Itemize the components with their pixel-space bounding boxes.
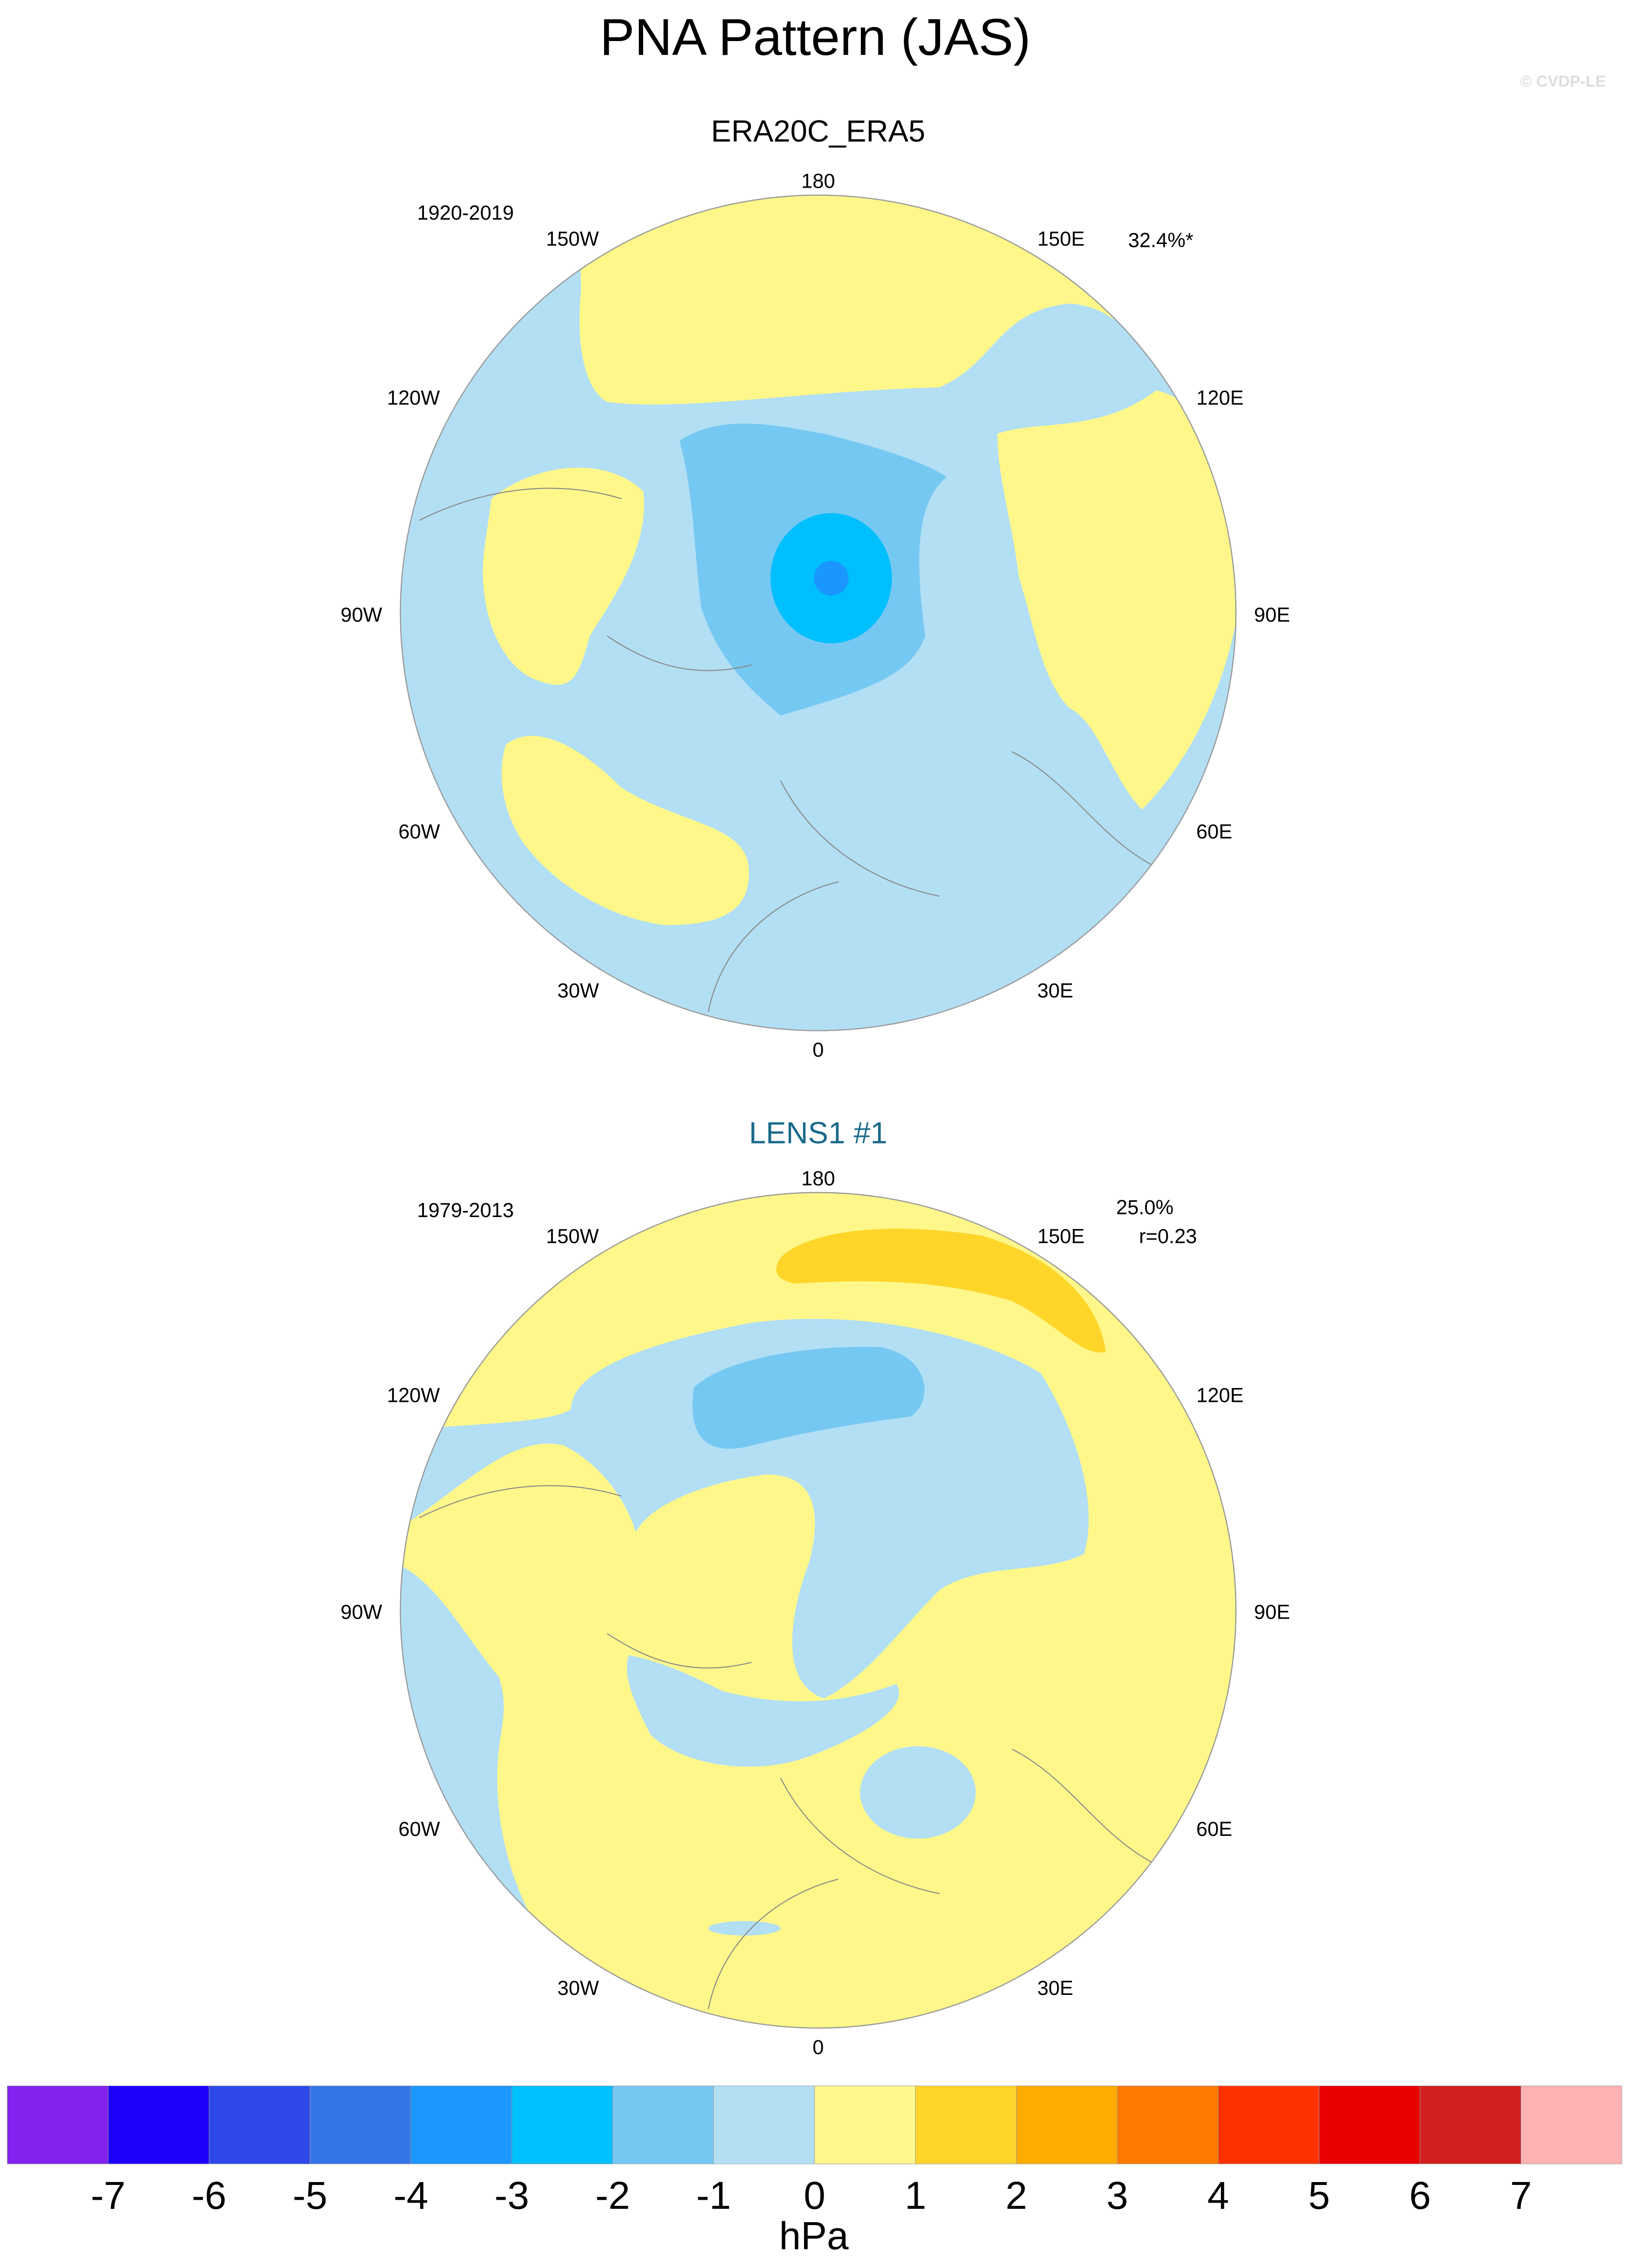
period-label: 1979-2013	[417, 1199, 514, 1221]
colorbar-tick-label: -6	[192, 2174, 227, 2217]
colorbar-tick-label: -2	[595, 2174, 630, 2217]
lon-label: 150E	[1038, 1225, 1085, 1248]
colorbar-swatch	[209, 2086, 310, 2164]
polar-map	[400, 195, 1236, 1031]
colorbar-tick-label: 1	[905, 2174, 926, 2217]
lon-label: 60W	[398, 820, 440, 843]
colorbar-tick-label: 0	[804, 2174, 825, 2217]
lon-label: 150W	[546, 1225, 599, 1248]
lon-label: 120W	[387, 1384, 440, 1407]
map-border	[400, 1192, 1237, 2029]
lon-label: 180	[801, 170, 835, 192]
lon-label: 30W	[557, 1977, 599, 1999]
lon-label: 60W	[398, 1818, 440, 1840]
lon-label: 0	[813, 1039, 824, 1061]
polar-map	[400, 1192, 1236, 2028]
colorbar-swatch	[1218, 2086, 1320, 2164]
period-label: 1920-2019	[417, 201, 514, 224]
colorbar-swatch	[612, 2086, 714, 2164]
colorbar-swatch	[1520, 2086, 1622, 2164]
colorbar-tick-label: 4	[1208, 2174, 1229, 2217]
lon-label: 90E	[1254, 1601, 1290, 1623]
colorbar-swatch	[309, 2086, 412, 2164]
colorbar-swatch	[1319, 2086, 1420, 2164]
lon-label: 90W	[340, 604, 382, 626]
colorbar-swatch	[1420, 2086, 1521, 2164]
colorbar-unit: hPa	[779, 2215, 849, 2258]
colorbar-swatch	[814, 2086, 916, 2164]
colorbar-tick-label: -3	[495, 2174, 530, 2217]
colorbar-tick-label: 6	[1409, 2174, 1431, 2217]
panel-lens1: LENS1 #1 1979-2013 25.0% r=0.23 180 150W…	[340, 1116, 1290, 2058]
colorbar-swatch	[1117, 2086, 1219, 2164]
longitude-labels: 180 150W 150E 120W 120E 90W 90E 60W 60E …	[340, 1167, 1290, 2058]
map-border	[400, 194, 1237, 1031]
colorbar-tick-label: 3	[1106, 2174, 1128, 2217]
lon-label: 60E	[1196, 820, 1232, 843]
figure-title: PNA Pattern (JAS)	[600, 8, 1030, 66]
lon-label: 120E	[1197, 387, 1244, 409]
colorbar-swatch	[713, 2086, 815, 2164]
lon-label: 90E	[1254, 604, 1290, 626]
variance-label: 25.0%	[1116, 1196, 1174, 1219]
colorbar-swatch	[108, 2086, 210, 2164]
colorbar-swatch	[511, 2086, 613, 2164]
lon-label: 30W	[557, 979, 599, 1002]
lon-label: 180	[801, 1167, 835, 1189]
lon-label: 120E	[1197, 1384, 1244, 1407]
colorbar-tick-label: -1	[696, 2174, 731, 2217]
colorbar-swatch	[1016, 2086, 1118, 2164]
lon-label: 60E	[1196, 1818, 1232, 1840]
lon-label: 0	[813, 2036, 824, 2058]
colorbar-tick-label: 5	[1308, 2174, 1330, 2217]
copyright-watermark: © CVDP-LE	[1520, 73, 1606, 91]
lon-label: 90W	[340, 1601, 382, 1623]
colorbar-tick-label: 2	[1006, 2174, 1027, 2217]
colorbar: -7 -6 -5 -4 -3 -2 -1 0 1 2 3 4 5 6 7	[7, 2086, 1622, 2217]
panel-era20c-era5: ERA20C_ERA5 1920-2019 32.4%* 180 150W 15…	[340, 115, 1290, 1061]
colorbar-tick-label: -4	[393, 2174, 428, 2217]
lon-label: 150W	[546, 228, 599, 250]
colorbar-swatch	[7, 2086, 108, 2164]
colorbar-tick-label: -7	[91, 2174, 126, 2217]
colorbar-swatch	[411, 2086, 512, 2164]
longitude-labels: 180 150W 150E 120W 120E 90W 90E 60W 60E …	[340, 170, 1290, 1061]
colorbar-tick-label: 7	[1510, 2174, 1532, 2217]
colorbar-tick-label: -5	[293, 2174, 328, 2217]
lon-label: 150E	[1038, 228, 1085, 250]
variance-label: 32.4%*	[1128, 229, 1194, 252]
panel-title: ERA20C_ERA5	[711, 115, 925, 148]
lon-label: 30E	[1037, 1977, 1073, 1999]
correlation-label: r=0.23	[1139, 1225, 1197, 1248]
lon-label: 120W	[387, 387, 440, 409]
lon-label: 30E	[1037, 979, 1073, 1002]
colorbar-swatch	[915, 2086, 1017, 2164]
panel-title: LENS1 #1	[749, 1116, 888, 1150]
